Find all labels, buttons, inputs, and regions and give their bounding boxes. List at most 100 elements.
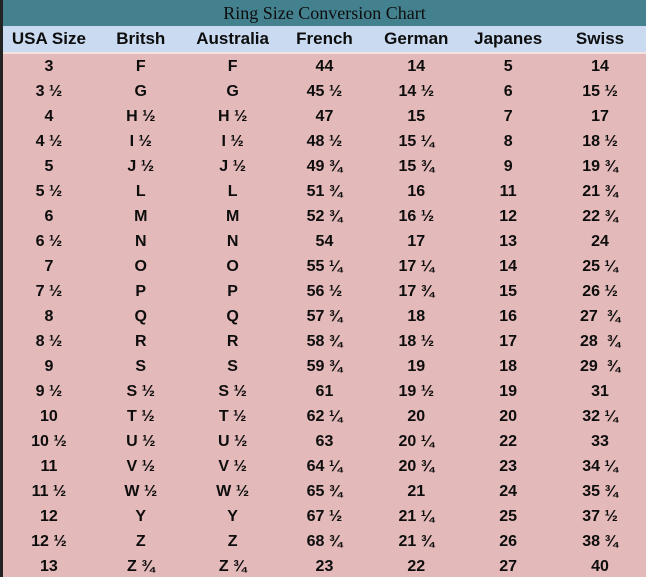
size-cell: G [94, 79, 187, 104]
table-row: 6 ½ N N 54 17 13 24 [3, 229, 646, 254]
size-cell: 25 [462, 504, 555, 529]
size-cell: 12 ½ [3, 529, 95, 554]
size-cell: 17 [462, 329, 555, 354]
size-cell: R [94, 329, 187, 354]
table-row: 5 ½ L L 51 ¾ 16 11 21 ¾ [3, 179, 646, 204]
size-cell: 22 [462, 429, 555, 454]
size-cell: T ½ [186, 404, 279, 429]
size-cell: 22 [370, 554, 463, 577]
size-cell: 6 [462, 79, 555, 104]
size-cell: 13 [462, 229, 555, 254]
size-cell: 29 ¾ [554, 354, 646, 379]
size-cell: 64 ¼ [278, 454, 371, 479]
size-cell: Z [186, 529, 279, 554]
size-cell: H ½ [94, 104, 187, 129]
size-cell: 10 ½ [3, 429, 95, 454]
size-cell: 44 [278, 53, 371, 79]
table-row: 12 ½ Z Z 68 ¾ 21 ¾ 26 38 ¾ [3, 529, 646, 554]
size-cell: S ½ [94, 379, 187, 404]
table-row: 9 S S 59 ¾ 19 18 29 ¾ [3, 354, 646, 379]
size-cell: 21 ¾ [370, 529, 463, 554]
size-cell: 58 ¾ [278, 329, 371, 354]
size-cell: G [186, 79, 279, 104]
size-cell: 16 [462, 304, 555, 329]
size-cell: 26 ½ [554, 279, 646, 304]
table-row: 7 O O 55 ¼ 17 ¼ 14 25 ¼ [3, 254, 646, 279]
size-cell: 33 [554, 429, 646, 454]
size-cell: 22 ¾ [554, 204, 646, 229]
size-cell: 9 ½ [3, 379, 95, 404]
size-cell: 7 ½ [3, 279, 95, 304]
size-cell: 18 [370, 304, 463, 329]
size-cell: 68 ¾ [278, 529, 371, 554]
size-cell: 15 ½ [554, 79, 646, 104]
size-cell: M [94, 204, 187, 229]
size-cell: 23 [462, 454, 555, 479]
size-cell: Z ¾ [94, 554, 187, 577]
size-cell: 20 ¼ [370, 429, 463, 454]
column-header: French [278, 26, 371, 54]
size-cell: O [186, 254, 279, 279]
size-cell: 26 [462, 529, 555, 554]
size-cell: Y [186, 504, 279, 529]
size-cell: 6 ½ [3, 229, 95, 254]
size-cell: 19 [370, 354, 463, 379]
size-cell: J ½ [94, 154, 187, 179]
size-cell: M [186, 204, 279, 229]
size-cell: 14 [370, 53, 463, 79]
size-cell: 3 [3, 53, 95, 79]
size-cell: 28 ¾ [554, 329, 646, 354]
size-cell: 65 ¾ [278, 479, 371, 504]
size-cell: 48 ½ [278, 129, 371, 154]
page-title: Ring Size Conversion Chart [3, 0, 646, 26]
size-cell: F [94, 53, 187, 79]
size-cell: 38 ¾ [554, 529, 646, 554]
size-cell: 13 [3, 554, 95, 577]
size-cell: 32 ¼ [554, 404, 646, 429]
table-row: 3 F F 44 14 5 14 [3, 53, 646, 79]
size-cell: T ½ [94, 404, 187, 429]
size-cell: Y [94, 504, 187, 529]
size-cell: 15 ¾ [370, 154, 463, 179]
size-cell: 40 [554, 554, 646, 577]
size-cell: F [186, 53, 279, 79]
size-cell: L [186, 179, 279, 204]
size-cell: 6 [3, 204, 95, 229]
size-cell: 27 [462, 554, 555, 577]
size-cell: 8 ½ [3, 329, 95, 354]
size-cell: 24 [462, 479, 555, 504]
size-cell: 4 ½ [3, 129, 95, 154]
size-cell: 5 ½ [3, 179, 95, 204]
table-row: 8 ½ R R 58 ¾ 18 ½ 17 28 ¾ [3, 329, 646, 354]
size-cell: S ½ [186, 379, 279, 404]
size-cell: 57 ¾ [278, 304, 371, 329]
header-row: USA Size Britsh Australia French German Japan… [3, 26, 646, 54]
size-cell: 12 [462, 204, 555, 229]
size-cell: 8 [3, 304, 95, 329]
size-cell: S [186, 354, 279, 379]
size-cell: 19 [462, 379, 555, 404]
size-cell: P [94, 279, 187, 304]
column-header: German [370, 26, 463, 54]
size-cell: 15 ¼ [370, 129, 463, 154]
size-cell: 4 [3, 104, 95, 129]
size-cell: O [94, 254, 187, 279]
size-cell: 20 ¾ [370, 454, 463, 479]
size-cell: L [94, 179, 187, 204]
size-cell: Q [186, 304, 279, 329]
size-cell: 54 [278, 229, 371, 254]
size-cell: P [186, 279, 279, 304]
size-cell: 63 [278, 429, 371, 454]
size-cell: 14 [462, 254, 555, 279]
table-row: 8 Q Q 57 ¾ 18 16 27 ¾ [3, 304, 646, 329]
size-cell: 8 [462, 129, 555, 154]
size-cell: 9 [3, 354, 95, 379]
size-cell: 14 [554, 53, 646, 79]
size-cell: 18 ½ [370, 329, 463, 354]
size-cell: 9 [462, 154, 555, 179]
